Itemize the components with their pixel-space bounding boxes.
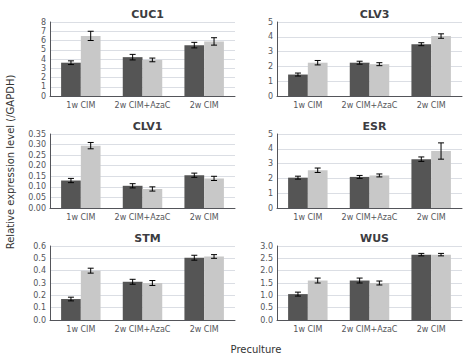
svg-text:0: 0 <box>268 92 273 101</box>
svg-text:4: 4 <box>268 144 273 153</box>
svg-text:3.0: 3.0 <box>260 242 273 251</box>
svg-text:1: 1 <box>268 77 273 86</box>
svg-text:1w CIM: 1w CIM <box>293 101 322 110</box>
svg-text:3: 3 <box>268 159 273 168</box>
svg-text:0.5: 0.5 <box>260 303 273 312</box>
svg-text:0.35: 0.35 <box>28 130 46 139</box>
svg-text:2w CIM+AzaC: 2w CIM+AzaC <box>115 325 171 334</box>
svg-text:0.00: 0.00 <box>28 204 46 213</box>
svg-text:6: 6 <box>41 36 46 45</box>
svg-text:ESR: ESR <box>363 120 387 133</box>
svg-text:1w CIM: 1w CIM <box>66 325 95 334</box>
svg-text:CUC1: CUC1 <box>131 8 164 21</box>
svg-text:STM: STM <box>134 232 160 245</box>
svg-text:2w CIM+AzaC: 2w CIM+AzaC <box>342 325 398 334</box>
svg-text:1w CIM: 1w CIM <box>66 101 95 110</box>
svg-text:0.0: 0.0 <box>260 316 273 325</box>
svg-text:1.5: 1.5 <box>260 279 273 288</box>
svg-text:1: 1 <box>268 189 273 198</box>
svg-text:1w CIM: 1w CIM <box>293 213 322 222</box>
svg-text:4: 4 <box>268 32 273 41</box>
svg-text:0: 0 <box>41 92 46 101</box>
svg-text:0.30: 0.30 <box>28 140 46 149</box>
svg-text:2.0: 2.0 <box>260 266 273 275</box>
svg-text:5: 5 <box>41 45 46 54</box>
svg-text:2w CIM: 2w CIM <box>417 213 446 222</box>
svg-text:0.5: 0.5 <box>33 254 46 263</box>
svg-text:Relative expression level (/GA: Relative expression level (/GAPDH) <box>5 75 16 250</box>
svg-text:1w CIM: 1w CIM <box>293 325 322 334</box>
svg-text:4: 4 <box>41 55 46 64</box>
svg-text:WUS: WUS <box>360 232 389 245</box>
svg-text:Preculture: Preculture <box>231 344 282 355</box>
svg-text:3: 3 <box>41 64 46 73</box>
svg-text:2w CIM: 2w CIM <box>190 101 219 110</box>
svg-text:2w CIM: 2w CIM <box>190 325 219 334</box>
svg-text:0.6: 0.6 <box>33 242 46 251</box>
svg-text:0.10: 0.10 <box>28 182 46 191</box>
svg-text:2w CIM: 2w CIM <box>417 101 446 110</box>
svg-text:0.3: 0.3 <box>33 279 46 288</box>
svg-text:0: 0 <box>268 204 273 213</box>
svg-text:CLV3: CLV3 <box>360 8 390 21</box>
svg-text:5: 5 <box>268 130 273 139</box>
svg-text:2w CIM+AzaC: 2w CIM+AzaC <box>342 101 398 110</box>
svg-text:2w CIM+AzaC: 2w CIM+AzaC <box>342 213 398 222</box>
svg-text:0.15: 0.15 <box>28 172 46 181</box>
svg-text:0.20: 0.20 <box>28 161 46 170</box>
svg-text:2w CIM: 2w CIM <box>417 325 446 334</box>
svg-text:0.25: 0.25 <box>28 151 46 160</box>
svg-text:1: 1 <box>41 82 46 91</box>
svg-text:0.1: 0.1 <box>33 303 46 312</box>
svg-text:2.5: 2.5 <box>260 254 273 263</box>
svg-text:5: 5 <box>268 18 273 27</box>
svg-text:0.05: 0.05 <box>28 193 46 202</box>
svg-text:3: 3 <box>268 47 273 56</box>
svg-text:2: 2 <box>41 73 46 82</box>
svg-text:0.0: 0.0 <box>33 316 46 325</box>
svg-text:1.0: 1.0 <box>260 291 273 300</box>
svg-text:CLV1: CLV1 <box>133 120 163 133</box>
svg-text:2: 2 <box>268 62 273 71</box>
svg-text:2w CIM: 2w CIM <box>190 213 219 222</box>
svg-text:8: 8 <box>41 18 46 27</box>
svg-text:0.4: 0.4 <box>33 266 46 275</box>
svg-text:2: 2 <box>268 174 273 183</box>
svg-text:2w CIM+AzaC: 2w CIM+AzaC <box>115 213 171 222</box>
svg-text:0.2: 0.2 <box>33 291 46 300</box>
svg-text:7: 7 <box>41 27 46 36</box>
svg-text:2w CIM+AzaC: 2w CIM+AzaC <box>115 101 171 110</box>
svg-text:1w CIM: 1w CIM <box>66 213 95 222</box>
